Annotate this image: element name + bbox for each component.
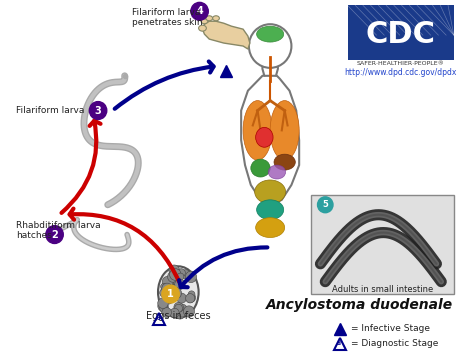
Polygon shape [202, 21, 250, 49]
Text: CDC: CDC [365, 20, 436, 49]
Circle shape [175, 308, 185, 319]
Text: hatches: hatches [16, 230, 52, 240]
FancyBboxPatch shape [347, 5, 454, 60]
Text: 3: 3 [95, 105, 101, 115]
Circle shape [165, 297, 172, 304]
Ellipse shape [199, 25, 206, 31]
Circle shape [169, 291, 178, 301]
Circle shape [158, 298, 168, 308]
Ellipse shape [256, 26, 284, 42]
Text: http://www.dpd.cdc.gov/dpdx: http://www.dpd.cdc.gov/dpdx [345, 68, 457, 77]
Text: Rhabditiform larva: Rhabditiform larva [16, 220, 100, 230]
Ellipse shape [270, 100, 299, 160]
Circle shape [188, 291, 195, 298]
Circle shape [175, 279, 185, 290]
Circle shape [169, 288, 179, 298]
Text: Filariform larva: Filariform larva [132, 8, 201, 17]
Circle shape [187, 296, 193, 302]
Ellipse shape [255, 127, 273, 147]
Circle shape [166, 285, 175, 294]
Circle shape [160, 288, 168, 297]
Ellipse shape [274, 154, 295, 170]
Circle shape [162, 276, 173, 288]
Text: Ancylostoma duodenale: Ancylostoma duodenale [265, 298, 453, 312]
Circle shape [183, 306, 194, 317]
Circle shape [174, 302, 183, 312]
Circle shape [171, 288, 182, 299]
Circle shape [191, 2, 208, 20]
Circle shape [165, 294, 171, 300]
Circle shape [160, 304, 168, 313]
Circle shape [173, 280, 181, 287]
Circle shape [186, 294, 195, 303]
Circle shape [182, 270, 190, 279]
Circle shape [177, 273, 184, 280]
Ellipse shape [243, 100, 272, 160]
Circle shape [177, 269, 185, 277]
Circle shape [164, 286, 171, 293]
Text: Adults in small intestine: Adults in small intestine [332, 285, 433, 294]
Text: 4: 4 [196, 6, 203, 16]
Circle shape [185, 271, 197, 283]
Text: 1: 1 [167, 289, 174, 299]
Circle shape [158, 301, 168, 311]
Polygon shape [263, 63, 278, 76]
Circle shape [164, 278, 175, 289]
Text: = Infective Stage: = Infective Stage [351, 324, 430, 333]
Ellipse shape [255, 218, 285, 237]
Text: penetrates skin: penetrates skin [132, 18, 202, 27]
Text: 2: 2 [51, 230, 58, 240]
Circle shape [171, 284, 178, 292]
Ellipse shape [268, 165, 286, 179]
Text: = Diagnostic Stage: = Diagnostic Stage [351, 339, 439, 348]
Circle shape [166, 296, 173, 304]
Circle shape [187, 293, 196, 302]
Circle shape [177, 304, 187, 315]
Polygon shape [241, 74, 299, 205]
Circle shape [170, 269, 181, 280]
Circle shape [249, 24, 292, 68]
Ellipse shape [201, 19, 208, 24]
Circle shape [161, 283, 167, 290]
Ellipse shape [251, 159, 270, 177]
Circle shape [162, 285, 179, 303]
Ellipse shape [213, 16, 219, 21]
Ellipse shape [256, 200, 284, 220]
Circle shape [162, 307, 172, 317]
Ellipse shape [158, 266, 199, 318]
Circle shape [168, 272, 178, 282]
Text: 5: 5 [322, 200, 328, 209]
FancyBboxPatch shape [311, 195, 454, 294]
Text: Eggs in feces: Eggs in feces [146, 311, 210, 321]
Circle shape [318, 197, 333, 213]
Circle shape [162, 283, 173, 294]
Ellipse shape [206, 16, 213, 21]
Text: d: d [157, 316, 161, 321]
Circle shape [175, 278, 181, 284]
Circle shape [177, 293, 186, 303]
Circle shape [179, 310, 186, 317]
Text: SAFER·HEALTHIER·PEOPLE®: SAFER·HEALTHIER·PEOPLE® [357, 61, 445, 66]
Text: Filariform larva: Filariform larva [16, 105, 84, 115]
Circle shape [174, 304, 182, 312]
Circle shape [169, 265, 180, 276]
Text: d: d [337, 341, 341, 346]
Circle shape [170, 308, 179, 318]
Circle shape [90, 102, 107, 120]
Ellipse shape [255, 180, 286, 204]
Circle shape [46, 226, 63, 244]
